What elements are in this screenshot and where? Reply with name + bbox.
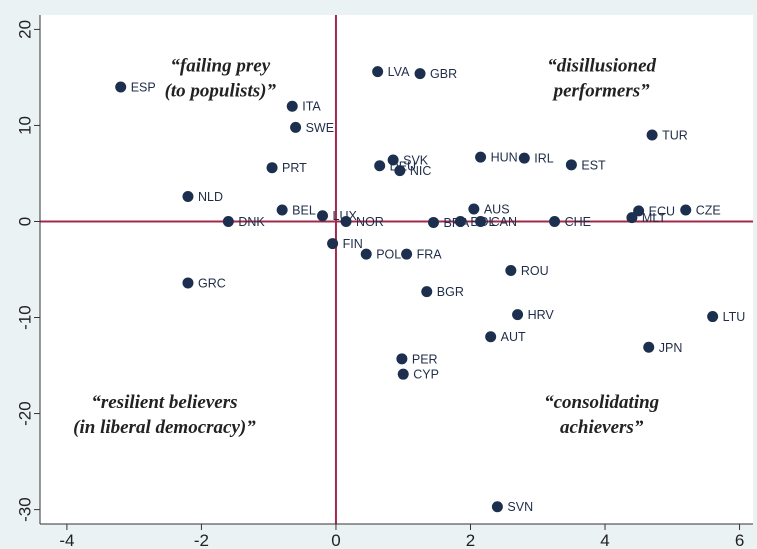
point-label-cze: CZE: [696, 203, 721, 217]
x-tick-label: 2: [466, 531, 475, 549]
point-irl: [519, 153, 530, 164]
point-label-gbr: GBR: [430, 67, 457, 81]
y-tick-label: -30: [16, 497, 35, 522]
point-nor: [341, 216, 352, 227]
point-label-lva: LVA: [388, 65, 410, 79]
quadrant-annotation-line: (to populists)”: [165, 81, 277, 102]
point-label-nld: NLD: [198, 190, 223, 204]
point-rou: [505, 265, 516, 276]
point-pol: [361, 249, 372, 260]
x-tick-label: 4: [600, 531, 609, 549]
quadrant-annotation-line: “disillusioned: [547, 56, 656, 77]
point-fin: [327, 238, 338, 249]
point-label-che: CHE: [565, 215, 591, 229]
point-bra: [428, 217, 439, 228]
point-nld: [182, 191, 193, 202]
point-dnk: [223, 216, 234, 227]
point-label-nor: NOR: [356, 215, 384, 229]
y-tick-label: 0: [16, 217, 35, 226]
point-lux: [317, 210, 328, 221]
point-bol: [455, 216, 466, 227]
point-est: [566, 159, 577, 170]
point-mlt: [626, 212, 637, 223]
point-label-bgr: BGR: [437, 285, 464, 299]
point-per: [396, 353, 407, 364]
point-label-cyp: CYP: [413, 368, 439, 382]
x-tick-label: 0: [331, 531, 340, 549]
quadrant-annotation-line: achievers”: [560, 417, 644, 438]
point-hrv: [512, 309, 523, 320]
point-ltu: [707, 311, 718, 322]
point-label-mlt: MLT: [642, 211, 666, 225]
point-bel: [277, 204, 288, 215]
point-jpn: [643, 342, 654, 353]
point-label-nic: NIC: [410, 164, 432, 178]
quadrant-annotation-line: “consolidating: [544, 392, 659, 413]
point-aut: [485, 331, 496, 342]
point-label-rou: ROU: [521, 264, 549, 278]
quadrant-annotation-line: “failing prey: [170, 56, 270, 77]
point-label-jpn: JPN: [659, 341, 683, 355]
point-grc: [182, 277, 193, 288]
point-label-dnk: DNK: [238, 215, 265, 229]
y-tick-label: -20: [16, 401, 35, 426]
point-aus: [468, 203, 479, 214]
point-label-tur: TUR: [662, 129, 688, 143]
point-cze: [680, 204, 691, 215]
point-label-can: CAN: [491, 215, 517, 229]
point-fra: [401, 249, 412, 260]
point-label-pol: POL: [376, 248, 401, 262]
quadrant-annotation-line: performers”: [552, 81, 651, 102]
x-tick-label: -4: [59, 531, 74, 549]
point-label-ltu: LTU: [723, 310, 746, 324]
quadrant-annotation-line: “resilient believers: [91, 392, 237, 413]
quadrant-annotation-line: (in liberal democracy)”: [73, 417, 256, 438]
x-tick-label: 6: [735, 531, 744, 549]
point-ita: [287, 101, 298, 112]
point-label-svn: SVN: [507, 500, 533, 514]
point-lva: [372, 66, 383, 77]
point-label-fra: FRA: [417, 248, 443, 262]
point-label-esp: ESP: [131, 81, 156, 95]
point-prt: [267, 162, 278, 173]
point-che: [549, 216, 560, 227]
point-cyp: [398, 369, 409, 380]
point-can: [475, 216, 486, 227]
point-label-ita: ITA: [302, 100, 321, 114]
point-label-prt: PRT: [282, 161, 307, 175]
point-label-hrv: HRV: [528, 308, 555, 322]
point-label-grc: GRC: [198, 276, 226, 290]
point-nic: [394, 165, 405, 176]
x-tick-label: -2: [194, 531, 209, 549]
point-label-swe: SWE: [306, 121, 334, 135]
point-label-bel: BEL: [292, 203, 316, 217]
y-tick-label: 20: [16, 20, 35, 39]
point-hun: [475, 152, 486, 163]
point-label-fin: FIN: [343, 237, 363, 251]
point-label-est: EST: [581, 158, 606, 172]
y-tick-label: -10: [16, 305, 35, 330]
point-label-irl: IRL: [534, 152, 554, 166]
point-bgr: [421, 286, 432, 297]
point-swe: [290, 122, 301, 133]
point-esp: [115, 82, 126, 93]
point-deu: [374, 160, 385, 171]
point-label-aut: AUT: [501, 330, 526, 344]
point-svn: [492, 501, 503, 512]
point-label-per: PER: [412, 352, 438, 366]
y-tick-label: 10: [16, 116, 35, 135]
point-tur: [647, 130, 658, 141]
point-gbr: [415, 68, 426, 79]
point-label-hun: HUN: [491, 151, 518, 165]
